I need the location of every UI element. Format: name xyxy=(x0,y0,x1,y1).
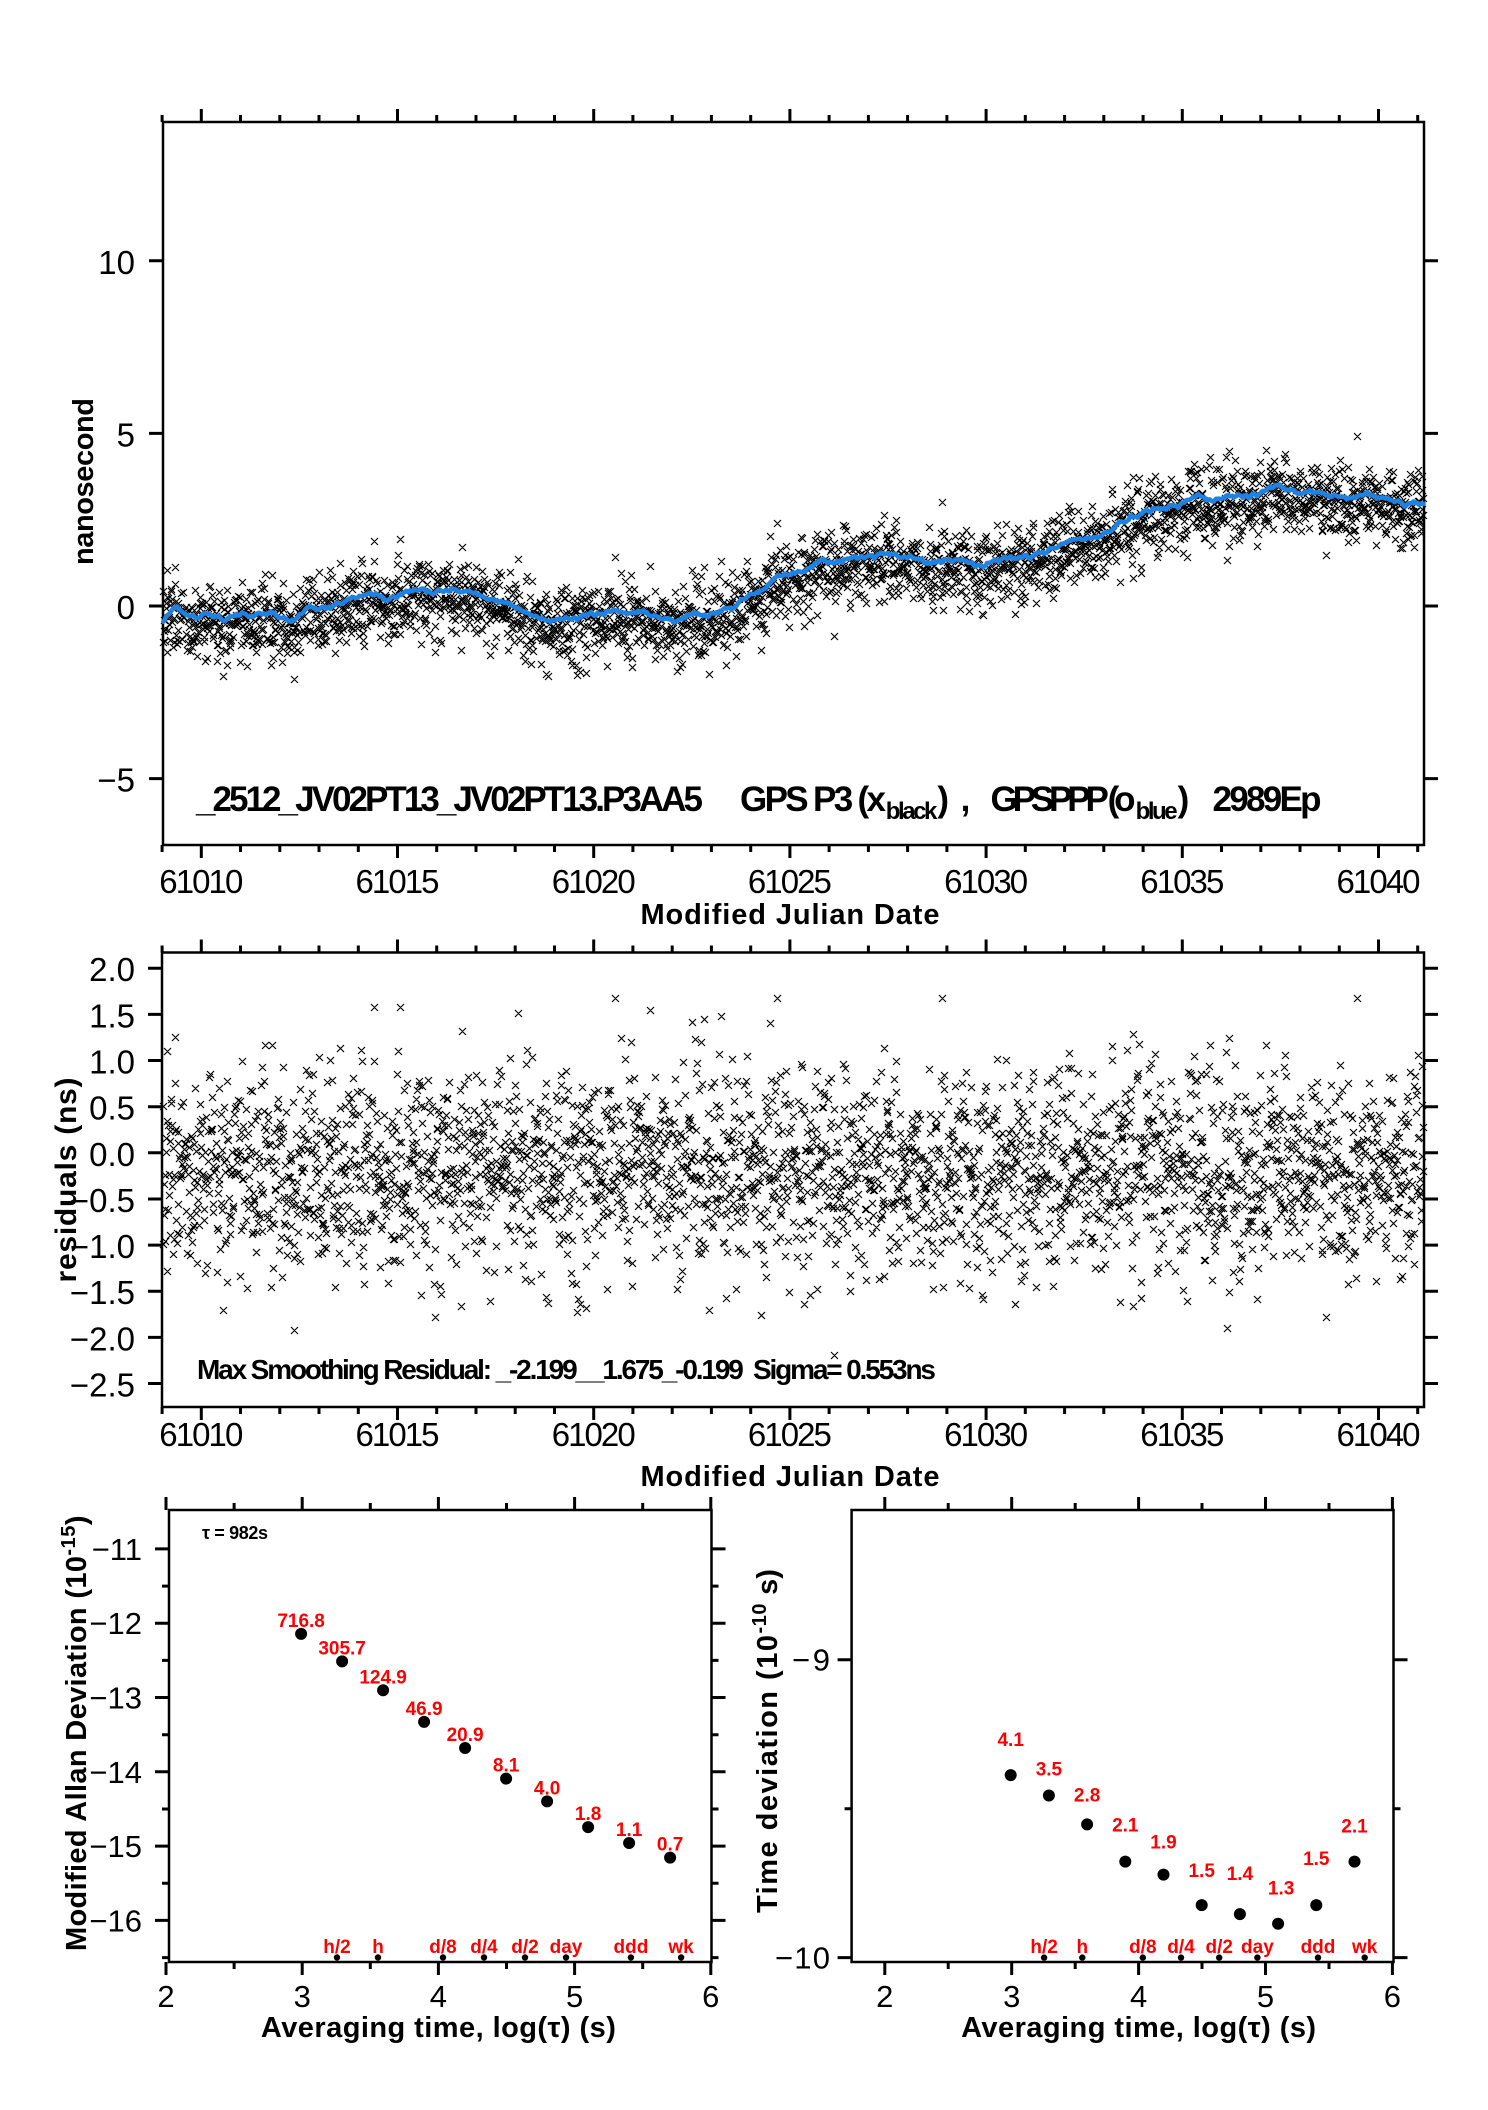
svg-text:τ = 982s: τ = 982s xyxy=(202,1523,268,1543)
svg-text:h: h xyxy=(1076,1937,1088,1958)
svg-text:2: 2 xyxy=(157,1979,174,2014)
svg-text:1.5: 1.5 xyxy=(1188,1861,1215,1882)
svg-text:124.9: 124.9 xyxy=(359,1667,407,1688)
svg-text:−10: −10 xyxy=(775,1941,830,1976)
svg-text:2: 2 xyxy=(876,1979,893,2014)
svg-text:4: 4 xyxy=(1130,1979,1147,2014)
svg-text:ddd: ddd xyxy=(1301,1937,1336,1958)
svg-text:10: 10 xyxy=(98,244,135,281)
svg-text:61020: 61020 xyxy=(552,863,636,900)
svg-text:−2.5: −2.5 xyxy=(70,1367,135,1404)
svg-text:nanosecond: nanosecond xyxy=(68,398,100,565)
svg-text:d/2: d/2 xyxy=(511,1937,538,1958)
svg-text:61010: 61010 xyxy=(159,1416,243,1453)
svg-text:0.0: 0.0 xyxy=(89,1136,135,1173)
svg-text:−13: −13 xyxy=(89,1681,142,1716)
svg-text:61030: 61030 xyxy=(944,1416,1028,1453)
svg-text:2.1: 2.1 xyxy=(1341,1817,1368,1838)
svg-text:61025: 61025 xyxy=(748,1416,832,1453)
svg-text:0.7: 0.7 xyxy=(657,1835,683,1856)
svg-text:Modified Julian Date: Modified Julian Date xyxy=(641,899,940,931)
svg-text:Modified Allan Deviation (10-1: Modified Allan Deviation (10-15) xyxy=(58,1515,93,1951)
svg-text:−11: −11 xyxy=(92,1532,142,1567)
svg-text:−15: −15 xyxy=(89,1829,142,1864)
svg-text:61040: 61040 xyxy=(1337,1416,1421,1453)
svg-text:716.8: 716.8 xyxy=(277,1611,325,1632)
svg-text:−12: −12 xyxy=(89,1606,142,1641)
svg-text:blue: blue xyxy=(1136,798,1178,825)
svg-text:wk: wk xyxy=(667,1937,694,1958)
svg-text:d/8: d/8 xyxy=(429,1937,456,1958)
svg-text:wk: wk xyxy=(1351,1937,1378,1958)
svg-text:−0.5: −0.5 xyxy=(70,1182,135,1219)
svg-text:h/2: h/2 xyxy=(1030,1937,1057,1958)
svg-text:305.7: 305.7 xyxy=(318,1638,366,1659)
svg-text:20.9: 20.9 xyxy=(447,1725,484,1746)
svg-text:61040: 61040 xyxy=(1337,863,1421,900)
svg-text:8.1: 8.1 xyxy=(493,1756,520,1777)
svg-text:0: 0 xyxy=(117,589,135,626)
svg-text:3: 3 xyxy=(1003,1979,1020,2014)
svg-text:4.1: 4.1 xyxy=(997,1730,1024,1751)
svg-text:−5: −5 xyxy=(97,762,135,799)
svg-text:1.0: 1.0 xyxy=(89,1044,135,1081)
svg-text:d/2: d/2 xyxy=(1205,1937,1232,1958)
svg-text:) ,: ) , xyxy=(937,780,970,819)
svg-text:6: 6 xyxy=(1384,1979,1401,2014)
svg-text:−1.0: −1.0 xyxy=(70,1228,135,1265)
svg-text:4.0: 4.0 xyxy=(534,1778,560,1799)
svg-text:−16: −16 xyxy=(89,1903,142,1938)
svg-text:1.1: 1.1 xyxy=(616,1820,643,1841)
svg-text:Modified Julian Date: Modified Julian Date xyxy=(641,1461,940,1493)
svg-text:61030: 61030 xyxy=(944,863,1028,900)
svg-text:2.0: 2.0 xyxy=(89,951,135,988)
svg-text:61015: 61015 xyxy=(356,1416,440,1453)
svg-text:0.5: 0.5 xyxy=(89,1090,135,1127)
svg-text:h: h xyxy=(372,1937,384,1958)
svg-text:1.4: 1.4 xyxy=(1227,1864,1254,1885)
svg-text:d/4: d/4 xyxy=(1167,1937,1195,1958)
svg-text:6: 6 xyxy=(702,1979,719,2014)
svg-text:5: 5 xyxy=(1257,1979,1274,2014)
svg-text:d/4: d/4 xyxy=(470,1937,498,1958)
svg-text:2.8: 2.8 xyxy=(1074,1785,1100,1806)
svg-text:46.9: 46.9 xyxy=(406,1699,443,1720)
svg-text:61010: 61010 xyxy=(159,863,243,900)
svg-text:61015: 61015 xyxy=(356,863,440,900)
svg-text:3: 3 xyxy=(294,1979,311,2014)
svg-text:1.9: 1.9 xyxy=(1150,1833,1176,1854)
svg-text:1.5: 1.5 xyxy=(89,997,135,1034)
svg-text:h/2: h/2 xyxy=(323,1937,350,1958)
svg-text:Averaging time, log(τ) (s): Averaging time, log(τ) (s) xyxy=(261,2012,616,2044)
svg-text:Max Smoothing Residual: _-2.19: Max Smoothing Residual: _-2.199__1.675_-… xyxy=(197,1354,936,1385)
svg-text:d/8: d/8 xyxy=(1129,1937,1156,1958)
svg-text:day: day xyxy=(1241,1937,1274,1958)
svg-text:−2.0: −2.0 xyxy=(70,1320,135,1357)
svg-text:61035: 61035 xyxy=(1140,1416,1224,1453)
svg-text:GPS P3 (x: GPS P3 (x xyxy=(740,780,887,819)
svg-text:61035: 61035 xyxy=(1140,863,1224,900)
svg-text:1.5: 1.5 xyxy=(1303,1849,1330,1870)
svg-text:residuals (ns): residuals (ns) xyxy=(50,1078,83,1283)
svg-text:5: 5 xyxy=(566,1979,583,2014)
svg-text:−1.5: −1.5 xyxy=(70,1274,135,1311)
svg-text:2.1: 2.1 xyxy=(1112,1816,1139,1837)
svg-text:1.3: 1.3 xyxy=(1268,1879,1294,1900)
svg-text:4: 4 xyxy=(430,1979,447,2014)
svg-text:−14: −14 xyxy=(89,1755,142,1790)
svg-text:61020: 61020 xyxy=(552,1416,636,1453)
svg-text:5: 5 xyxy=(117,416,135,453)
svg-text:black: black xyxy=(886,798,938,825)
svg-text:_2512_JV02PT13_JV02PT13.P3AA5: _2512_JV02PT13_JV02PT13.P3AA5 xyxy=(195,780,703,819)
svg-text:ddd: ddd xyxy=(613,1937,648,1958)
svg-text:): ) xyxy=(1178,780,1190,819)
svg-text:GPSPPP (o: GPSPPP (o xyxy=(991,780,1136,819)
svg-text:Averaging time, log(τ) (s): Averaging time, log(τ) (s) xyxy=(961,2012,1316,2044)
svg-text:61025: 61025 xyxy=(748,863,832,900)
svg-text:2989Ep: 2989Ep xyxy=(1213,780,1322,819)
svg-text:3.5: 3.5 xyxy=(1036,1760,1063,1781)
svg-text:day: day xyxy=(550,1937,583,1958)
svg-text:1.8: 1.8 xyxy=(575,1804,601,1825)
